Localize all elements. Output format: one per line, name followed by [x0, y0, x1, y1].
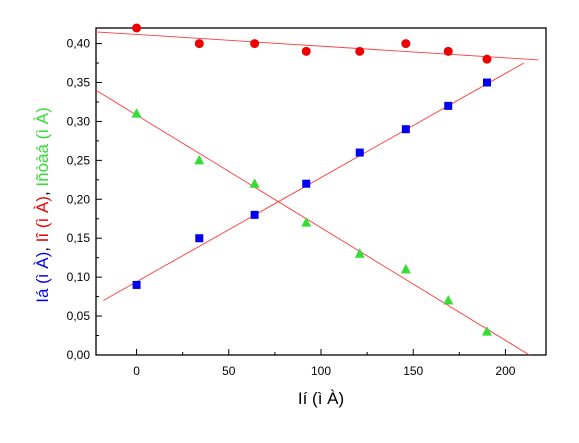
- y-tick-label: 0,00: [67, 348, 91, 362]
- y-axis-title-part: Iî (ì À): [33, 196, 52, 242]
- fit-line: [95, 89, 530, 356]
- data-point-triangle: [301, 217, 312, 227]
- y-axis-title-part: Iá (ì À): [33, 252, 52, 303]
- data-point-square: [250, 210, 259, 219]
- y-tick-label: 0,20: [67, 192, 91, 206]
- x-tick-label: 50: [222, 364, 236, 378]
- data-point-circle: [132, 23, 142, 33]
- x-tick-label: 200: [495, 364, 515, 378]
- data-point-circle: [355, 46, 365, 56]
- y-tick-label: 0,30: [67, 114, 91, 128]
- data-point-triangle: [354, 248, 365, 258]
- data-point-triangle: [131, 108, 142, 118]
- data-point-circle: [401, 39, 411, 49]
- y-axis-title-part: Iñòàá (ì À): [33, 107, 52, 186]
- plot-frame: [95, 27, 547, 356]
- x-axis-title: Ií (ì À): [298, 389, 344, 408]
- y-tick-label: 0,40: [67, 37, 91, 51]
- y-axis-title: Iá (ì À), Iî (ì À), Iñòàá (ì À): [33, 107, 52, 303]
- y-axis-title-part: ,: [33, 187, 52, 196]
- axis-ticks: 0 50 100 150 200 0,00 0,05 0,10 0,15 0,20 0,25 0,30…: [67, 37, 516, 378]
- data-point-square: [302, 179, 311, 188]
- y-tick-label: 0,35: [67, 76, 91, 90]
- data-point-square: [195, 234, 204, 243]
- data-point-circle: [250, 39, 260, 49]
- fit-line: [95, 31, 539, 61]
- fit-line: [103, 62, 525, 301]
- y-tick-label: 0,05: [67, 309, 91, 323]
- x-tick-label: 100: [311, 364, 331, 378]
- data-markers: [131, 23, 492, 336]
- y-axis-title-part: ,: [33, 242, 52, 251]
- y-tick-label: 0,25: [67, 153, 91, 167]
- data-point-triangle: [443, 295, 454, 305]
- data-point-square: [401, 125, 410, 134]
- y-tick-label: 0,10: [67, 270, 91, 284]
- x-tick-label: 150: [403, 364, 423, 378]
- data-point-triangle: [249, 178, 260, 188]
- data-point-triangle: [481, 326, 492, 336]
- data-point-square: [482, 78, 491, 87]
- data-point-circle: [443, 46, 453, 56]
- data-point-circle: [482, 54, 492, 64]
- data-point-square: [444, 101, 453, 110]
- fit-lines: [95, 31, 539, 356]
- x-tick-label: 0: [133, 364, 140, 378]
- data-point-square: [132, 280, 141, 289]
- data-point-triangle: [194, 154, 205, 165]
- data-point-triangle: [400, 263, 411, 274]
- data-point-circle: [194, 39, 204, 49]
- data-point-circle: [301, 46, 311, 56]
- data-point-square: [355, 148, 364, 157]
- y-tick-label: 0,15: [67, 231, 91, 245]
